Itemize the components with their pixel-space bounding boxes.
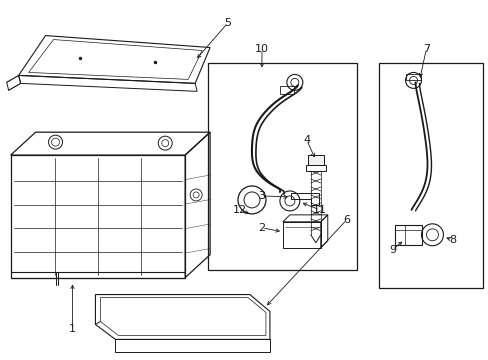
Bar	[394, 225, 422, 245]
Text: 12: 12	[232, 205, 246, 215]
Text: 7: 7	[422, 44, 429, 54]
Bar	[208, 63, 356, 270]
Bar	[378, 63, 482, 288]
Text: 3: 3	[258, 191, 265, 201]
Text: 10: 10	[254, 44, 268, 54]
Text: 9: 9	[388, 245, 395, 255]
Text: 5: 5	[224, 18, 231, 28]
Text: 11: 11	[312, 205, 326, 215]
Bar	[305, 165, 325, 171]
Bar	[307, 155, 323, 165]
Text: 4: 4	[303, 135, 310, 145]
Bar	[279, 86, 293, 94]
Text: 1: 1	[69, 324, 76, 334]
Text: 6: 6	[343, 215, 349, 225]
Bar	[283, 222, 320, 248]
Text: 2: 2	[258, 223, 265, 233]
Text: 8: 8	[448, 235, 455, 245]
